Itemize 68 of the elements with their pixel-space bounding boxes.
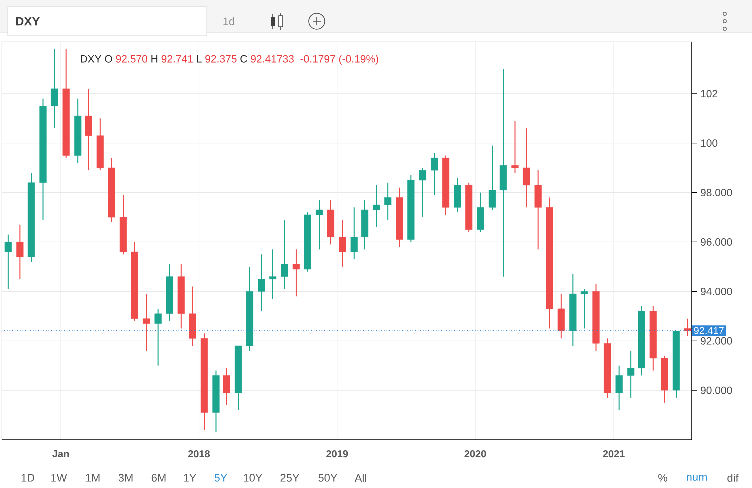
candlestick bbox=[16, 224, 24, 280]
y-tick-label: 94.000 bbox=[701, 288, 732, 296]
candlestick bbox=[616, 365, 623, 411]
candlestick bbox=[628, 350, 635, 398]
candlestick bbox=[143, 294, 150, 352]
candlestick bbox=[269, 249, 277, 300]
annotation: 92.570 bbox=[116, 55, 148, 63]
annotation: 92.41733 bbox=[251, 55, 294, 63]
text: num bbox=[687, 474, 707, 482]
x-tick-label: 2021 bbox=[603, 450, 625, 458]
candlestick bbox=[339, 219, 346, 268]
candlestick bbox=[281, 219, 288, 290]
text: All bbox=[354, 474, 366, 482]
y-tick-label: 102 bbox=[701, 90, 718, 98]
annotation: 92.741 bbox=[162, 55, 193, 63]
ref-line-label: 92.417 bbox=[694, 327, 724, 334]
x-tick-label: 2019 bbox=[326, 450, 348, 458]
candlestick bbox=[431, 152, 438, 196]
annotation: 92.375 bbox=[206, 55, 237, 63]
text: % bbox=[658, 474, 668, 482]
text: 10Y bbox=[244, 474, 263, 482]
text: 6M bbox=[152, 474, 166, 482]
y-tick-label: 92.000 bbox=[701, 337, 732, 345]
text: 1d bbox=[224, 17, 234, 26]
candlestick bbox=[558, 294, 565, 340]
annotation: DXY O bbox=[81, 55, 112, 63]
candlestick bbox=[580, 288, 588, 330]
text: 1D bbox=[22, 474, 35, 482]
text: 1M bbox=[86, 474, 100, 482]
candlestick bbox=[384, 182, 392, 220]
candlestick bbox=[512, 120, 519, 174]
candlestick bbox=[51, 48, 58, 130]
annotation: C bbox=[240, 55, 248, 63]
candlestick bbox=[350, 207, 358, 260]
annotation: H bbox=[152, 56, 158, 63]
y-tick-label: 98.000 bbox=[701, 189, 732, 197]
candlestick bbox=[477, 192, 484, 233]
candlestick bbox=[534, 170, 542, 250]
y-tick-label: 100 bbox=[701, 140, 718, 148]
text: dif bbox=[728, 474, 739, 482]
candlestick bbox=[316, 200, 324, 250]
candlestick bbox=[223, 368, 230, 406]
text: 3M bbox=[118, 474, 133, 482]
annotation: L bbox=[197, 56, 202, 63]
candlestick bbox=[258, 254, 266, 312]
candlestick bbox=[373, 184, 380, 228]
candlestick bbox=[4, 234, 12, 290]
text: 1W bbox=[52, 474, 68, 482]
candlestick bbox=[154, 308, 162, 366]
candlestick bbox=[292, 249, 300, 298]
text: 25Y bbox=[280, 474, 300, 482]
y-tick-label: 90.000 bbox=[701, 386, 732, 394]
candlestick bbox=[454, 177, 462, 214]
candlestick bbox=[85, 88, 92, 172]
x-tick-label: Jan bbox=[52, 450, 70, 458]
y-tick-label: 96.000 bbox=[701, 238, 732, 246]
text: 5Y bbox=[214, 474, 228, 482]
candlestick bbox=[500, 68, 508, 278]
candlestick bbox=[488, 145, 496, 211]
text: 50Y bbox=[318, 474, 338, 482]
text: 1Y bbox=[184, 474, 196, 482]
candlestick bbox=[523, 128, 530, 208]
x-tick-label: 2020 bbox=[464, 450, 486, 458]
candlestick bbox=[684, 318, 692, 337]
x-tick-label: 2018 bbox=[188, 450, 210, 458]
annotation: -0.1797 (-0.19%) bbox=[300, 55, 378, 65]
chart-title: DXY bbox=[16, 17, 40, 26]
candlestick bbox=[419, 168, 426, 218]
